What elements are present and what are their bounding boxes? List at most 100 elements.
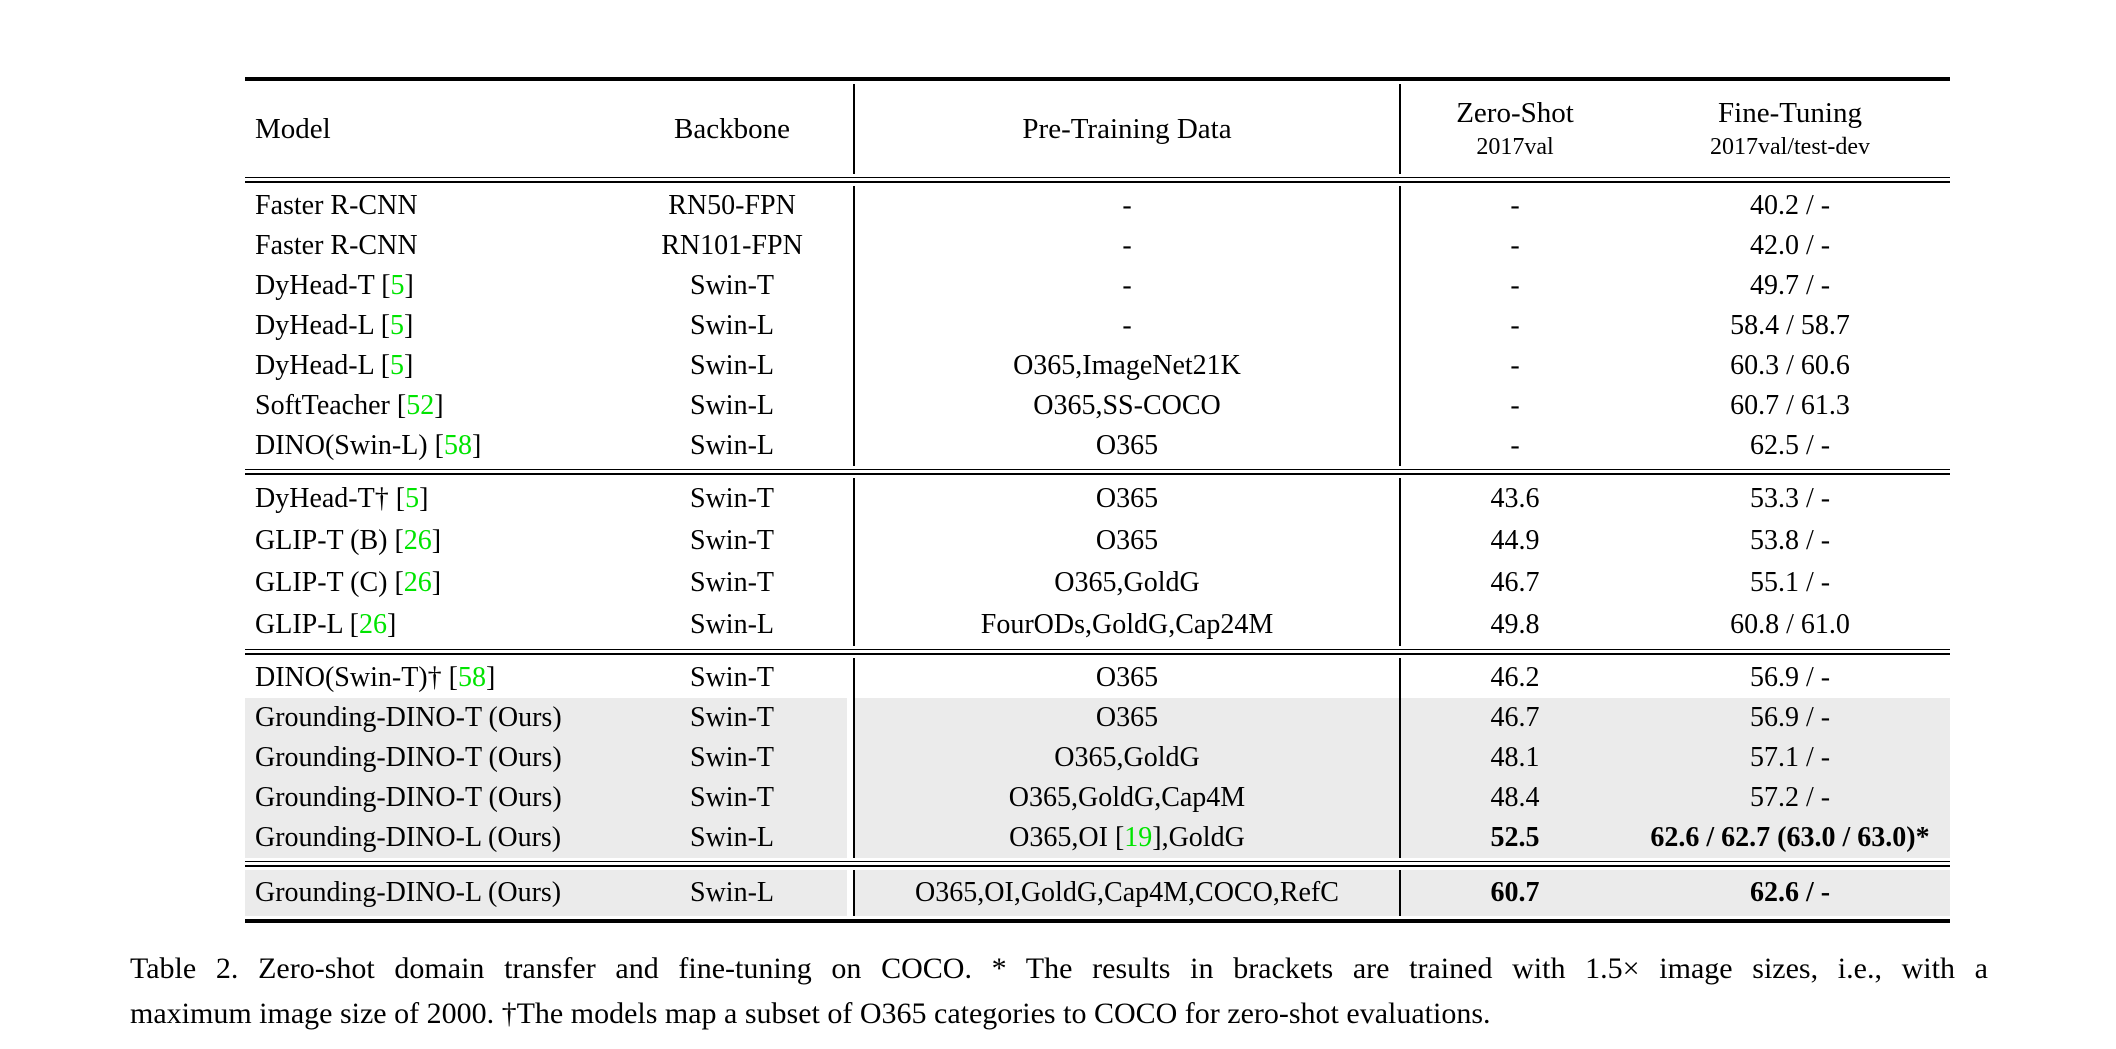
cell-model: DyHead-L [5] — [255, 310, 414, 341]
cell-model: Faster R-CNN — [255, 230, 418, 261]
citation-ref: 52 — [406, 390, 435, 421]
cell-fine-tuning: 53.8 / - — [1749, 525, 1831, 556]
cell-zero-shot: - — [1510, 350, 1520, 381]
column-header-zero-shot: Zero-Shot 2017val — [1400, 81, 1630, 177]
table-row: Grounding-DINO-T (Ours) Swin-T O365,GoldG 4… — [245, 738, 1950, 778]
cell-fine-tuning: 60.7 / 61.3 — [1730, 390, 1850, 421]
cell-zero-shot: 46.7 — [1490, 567, 1540, 598]
citation-ref: 5 — [390, 350, 405, 381]
cell-pretraining-data: O365,OI,GoldG,Cap4M,COCO,RefC — [854, 870, 1400, 916]
cell-fine-tuning: 49.7 / - — [1749, 270, 1831, 301]
table-separator — [245, 469, 1950, 475]
cell-model: DINO(Swin-L) [58] — [255, 430, 482, 461]
citation-ref: 26 — [403, 525, 432, 556]
table-row: Faster R-CNN RN50-FPN - - 40.2 / - — [245, 186, 1950, 226]
cell-pretraining-data: - — [1122, 310, 1132, 341]
column-rule — [1399, 478, 1401, 646]
cell-zero-shot: 48.1 — [1400, 738, 1630, 778]
cell-zero-shot: - — [1510, 430, 1520, 461]
cell-pretraining-data: O365,GoldG — [1054, 567, 1200, 598]
cell-model: GLIP-T (B) [26] — [255, 525, 442, 556]
table-header: Model Backbone Pre-Training Data Zero-Sh… — [245, 81, 1950, 177]
cell-pretraining-data: O365,GoldG,Cap4M — [854, 778, 1400, 818]
cell-zero-shot: 48.4 — [1400, 778, 1630, 818]
cell-model: Faster R-CNN — [255, 190, 418, 221]
table-row: DyHead-T [5] Swin-T - - 49.7 / - — [245, 266, 1950, 306]
cell-backbone: Swin-T — [690, 525, 774, 556]
cell-pretraining-data: O365 — [1095, 430, 1159, 461]
zero-shot-subtitle: 2017val — [1476, 134, 1554, 160]
column-rule — [853, 186, 855, 466]
cell-fine-tuning: 62.5 / - — [1749, 430, 1831, 461]
cell-model: GLIP-T (C) [26] — [255, 567, 442, 598]
table-row: SoftTeacher [52] Swin-L O365,SS-COCO - 60.7 … — [245, 386, 1950, 426]
cell-backbone: Swin-T — [690, 483, 774, 514]
cell-zero-shot: 46.2 — [1490, 662, 1540, 693]
cell-model: DINO(Swin-T)† [58] — [255, 662, 496, 693]
cell-model: Grounding-DINO-L (Ours) — [245, 818, 610, 858]
cell-pretraining-data: O365 — [1095, 525, 1159, 556]
cell-zero-shot: 60.7 — [1400, 870, 1630, 916]
column-rule — [1399, 186, 1401, 466]
cell-pretraining-data: O365,OI [19],GoldG — [854, 818, 1400, 858]
table-row: DINO(Swin-L) [58] Swin-L O365 - 62.5 / - — [245, 426, 1950, 466]
cell-zero-shot: 52.5 — [1400, 818, 1630, 858]
citation-ref: 5 — [390, 270, 405, 301]
table-block-baselines: Faster R-CNN RN50-FPN - -40.2 / - Faster R-C… — [245, 183, 1950, 469]
cell-zero-shot: 43.6 — [1490, 483, 1540, 514]
table-row: GLIP-T (C) [26] Swin-T O365,GoldG 46.7 55.1 … — [245, 562, 1950, 604]
citation-ref: 5 — [390, 310, 405, 341]
table-row: Grounding-DINO-T (Ours) Swin-T O365 46.7 56.… — [245, 698, 1950, 738]
cell-zero-shot: 46.7 — [1400, 698, 1630, 738]
cell-pretraining-data: - — [1122, 190, 1132, 221]
column-header-model: Model — [255, 113, 331, 145]
table-separator — [245, 861, 1950, 867]
cell-fine-tuning: 56.9 / - — [1630, 698, 1950, 738]
cell-backbone: Swin-T — [610, 738, 854, 778]
cell-fine-tuning: 58.4 / 58.7 — [1730, 310, 1850, 341]
cell-pretraining-data: O365,ImageNet21K — [1013, 350, 1241, 381]
cell-fine-tuning: 62.6 / - — [1630, 870, 1950, 916]
table-row: DINO(Swin-T)† [58] Swin-T O365 46.2 56.9 / - — [245, 658, 1950, 698]
caption-line-1: Table 2. Zero-shot domain transfer and f… — [130, 952, 1988, 985]
cell-pretraining-data: O365,SS-COCO — [1033, 390, 1221, 421]
column-rule — [853, 478, 855, 646]
cell-zero-shot: 44.9 — [1490, 525, 1540, 556]
citation-ref: 5 — [405, 483, 420, 514]
cell-zero-shot: - — [1510, 190, 1520, 221]
column-rule — [853, 658, 855, 858]
cell-fine-tuning: 53.3 / - — [1749, 483, 1831, 514]
cell-pretraining-data: O365 — [1095, 662, 1159, 693]
cell-model: DyHead-T [5] — [255, 270, 414, 301]
cell-backbone: Swin-L — [690, 350, 774, 381]
cell-fine-tuning: 40.2 / - — [1749, 190, 1831, 221]
cell-zero-shot: - — [1510, 310, 1520, 341]
cell-backbone: Swin-T — [690, 662, 774, 693]
citation-ref: 58 — [443, 430, 472, 461]
cell-backbone: RN101-FPN — [661, 230, 803, 261]
citation-ref: 26 — [358, 609, 387, 640]
cell-zero-shot: - — [1510, 270, 1520, 301]
cell-fine-tuning: 56.9 / - — [1749, 662, 1831, 693]
table-row: GLIP-L [26] Swin-L FourODs,GoldG,Cap24M 49.… — [245, 604, 1950, 646]
cell-backbone: Swin-T — [690, 270, 774, 301]
column-rule — [853, 870, 855, 916]
citation-ref: 58 — [457, 662, 486, 693]
cell-pretraining-data: O365 — [1095, 483, 1159, 514]
cell-backbone: Swin-L — [610, 870, 854, 916]
table-row: GLIP-T (B) [26] Swin-T O365 44.9 53.8 / - — [245, 520, 1950, 562]
table-caption: Table 2. Zero-shot domain transfer and f… — [130, 946, 1988, 1036]
cell-zero-shot: - — [1510, 390, 1520, 421]
cell-fine-tuning: 42.0 / - — [1749, 230, 1831, 261]
caption-line-2: maximum image size of 2000. †The models … — [130, 997, 1491, 1030]
table-top-rule — [245, 77, 1950, 81]
table-block-grounding-dino-full: Grounding-DINO-L (Ours) Swin-L O365,OI,Gol… — [245, 867, 1950, 919]
cell-pretraining-data: - — [1122, 230, 1132, 261]
citation-ref: 26 — [403, 567, 432, 598]
citation-ref: 19 — [1124, 822, 1153, 853]
table-separator — [245, 649, 1950, 655]
table-row: DyHead-L [5] Swin-L O365,ImageNet21K - 60.3 … — [245, 346, 1950, 386]
column-rule — [853, 84, 855, 174]
column-header-fine-tuning: Fine-Tuning 2017val/test-dev — [1630, 81, 1950, 177]
